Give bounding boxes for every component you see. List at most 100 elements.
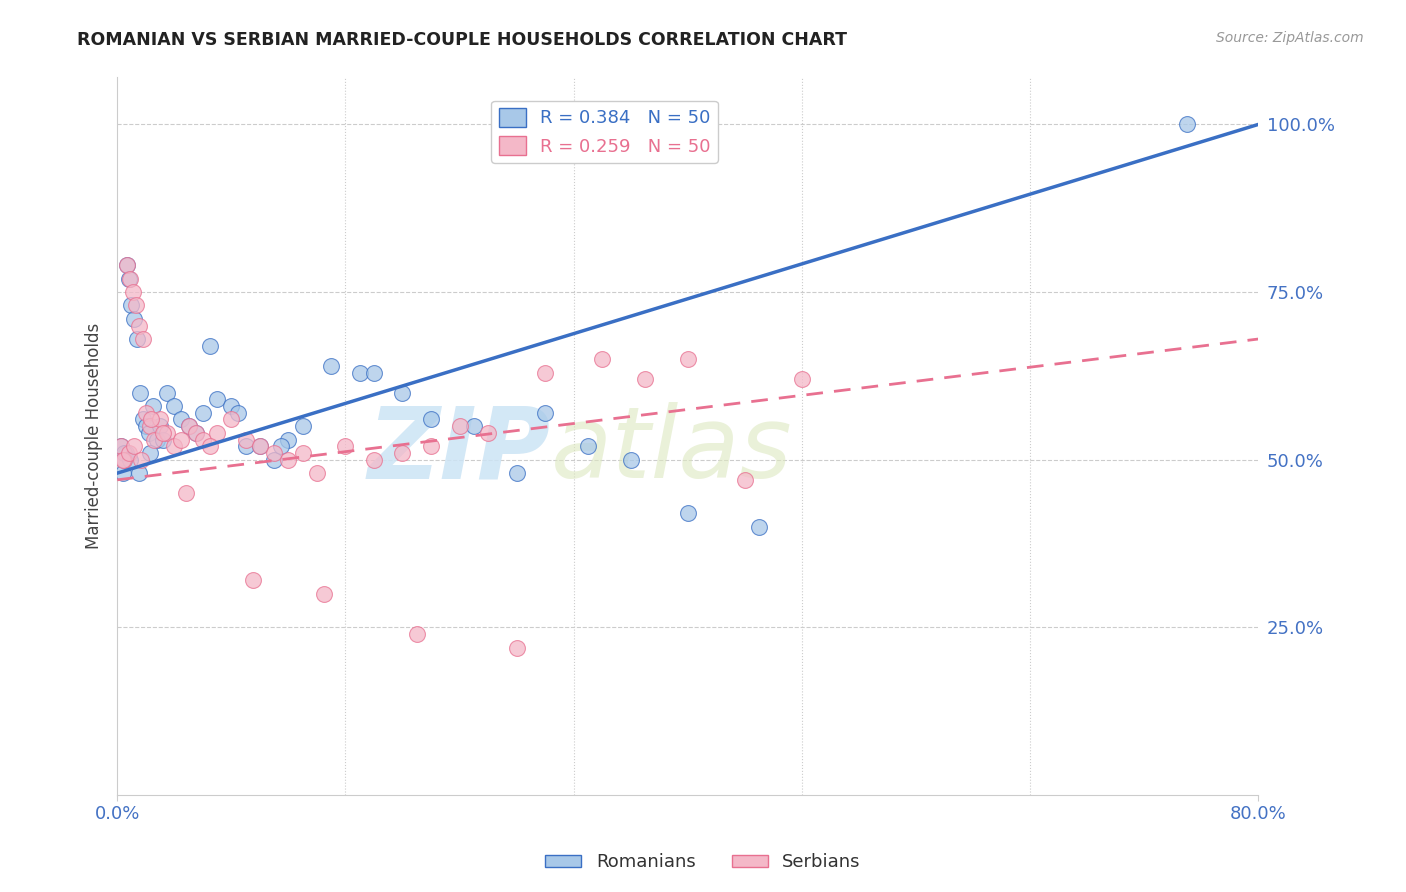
Point bbox=[110, 439, 132, 453]
Point bbox=[170, 433, 193, 447]
Point bbox=[149, 412, 172, 426]
Point bbox=[135, 419, 157, 434]
Point bbox=[449, 419, 471, 434]
Text: atlas: atlas bbox=[551, 402, 793, 500]
Point bbox=[163, 439, 186, 453]
Point bbox=[676, 507, 699, 521]
Point bbox=[349, 366, 371, 380]
Point bbox=[198, 439, 221, 453]
Point bbox=[363, 366, 385, 380]
Point bbox=[156, 385, 179, 400]
Point bbox=[124, 439, 146, 453]
Point bbox=[112, 446, 135, 460]
Point bbox=[191, 406, 214, 420]
Point bbox=[576, 439, 599, 453]
Point bbox=[463, 419, 485, 434]
Point bbox=[138, 425, 160, 440]
Point bbox=[321, 359, 343, 373]
Point bbox=[142, 399, 165, 413]
Point bbox=[124, 311, 146, 326]
Point bbox=[221, 412, 243, 426]
Point bbox=[118, 452, 141, 467]
Point bbox=[163, 399, 186, 413]
Point bbox=[477, 425, 499, 440]
Point bbox=[110, 439, 132, 453]
Point bbox=[634, 372, 657, 386]
Point bbox=[242, 574, 264, 588]
Point bbox=[135, 406, 157, 420]
Point bbox=[120, 298, 142, 312]
Point bbox=[1175, 117, 1198, 131]
Point bbox=[129, 385, 152, 400]
Point bbox=[291, 446, 314, 460]
Point bbox=[263, 446, 285, 460]
Point bbox=[270, 439, 292, 453]
Point bbox=[277, 452, 299, 467]
Point bbox=[132, 412, 155, 426]
Point bbox=[305, 466, 328, 480]
Point bbox=[111, 466, 134, 480]
Text: ZIP: ZIP bbox=[368, 402, 551, 500]
Point bbox=[112, 452, 135, 467]
Point bbox=[591, 352, 613, 367]
Point bbox=[191, 433, 214, 447]
Point bbox=[363, 452, 385, 467]
Point bbox=[205, 425, 228, 440]
Point bbox=[122, 285, 145, 299]
Point bbox=[676, 352, 699, 367]
Point bbox=[139, 419, 162, 434]
Point bbox=[128, 318, 150, 333]
Point bbox=[420, 439, 443, 453]
Point bbox=[391, 385, 413, 400]
Point bbox=[170, 412, 193, 426]
Point bbox=[228, 406, 250, 420]
Point bbox=[118, 271, 141, 285]
Point bbox=[184, 425, 207, 440]
Point bbox=[115, 258, 138, 272]
Point bbox=[235, 439, 257, 453]
Point bbox=[112, 452, 135, 467]
Point bbox=[391, 446, 413, 460]
Point bbox=[152, 433, 174, 447]
Point bbox=[184, 425, 207, 440]
Point bbox=[505, 640, 527, 655]
Point bbox=[249, 439, 271, 453]
Point bbox=[143, 433, 166, 447]
Point bbox=[115, 258, 138, 272]
Point bbox=[534, 406, 557, 420]
Point bbox=[505, 466, 527, 480]
Point bbox=[790, 372, 813, 386]
Point bbox=[149, 419, 172, 434]
Point bbox=[534, 366, 557, 380]
Point bbox=[177, 419, 200, 434]
Point bbox=[117, 271, 139, 285]
Point bbox=[198, 339, 221, 353]
Point bbox=[177, 419, 200, 434]
Legend: Romanians, Serbians: Romanians, Serbians bbox=[538, 847, 868, 879]
Point bbox=[420, 412, 443, 426]
Point bbox=[174, 486, 197, 500]
Point bbox=[263, 452, 285, 467]
Point bbox=[156, 425, 179, 440]
Point bbox=[132, 332, 155, 346]
Point bbox=[127, 332, 149, 346]
Point bbox=[125, 298, 148, 312]
Point bbox=[405, 627, 427, 641]
Point bbox=[128, 466, 150, 480]
Point bbox=[249, 439, 271, 453]
Point bbox=[312, 587, 335, 601]
Point bbox=[221, 399, 243, 413]
Point bbox=[291, 419, 314, 434]
Point bbox=[748, 520, 770, 534]
Legend: R = 0.384   N = 50, R = 0.259   N = 50: R = 0.384 N = 50, R = 0.259 N = 50 bbox=[492, 101, 718, 163]
Point bbox=[141, 412, 163, 426]
Point bbox=[146, 433, 169, 447]
Point bbox=[114, 446, 136, 460]
Text: Source: ZipAtlas.com: Source: ZipAtlas.com bbox=[1216, 31, 1364, 45]
Point bbox=[235, 433, 257, 447]
Point bbox=[620, 452, 643, 467]
Point bbox=[205, 392, 228, 407]
Point bbox=[111, 452, 134, 467]
Point bbox=[139, 446, 162, 460]
Point bbox=[335, 439, 357, 453]
